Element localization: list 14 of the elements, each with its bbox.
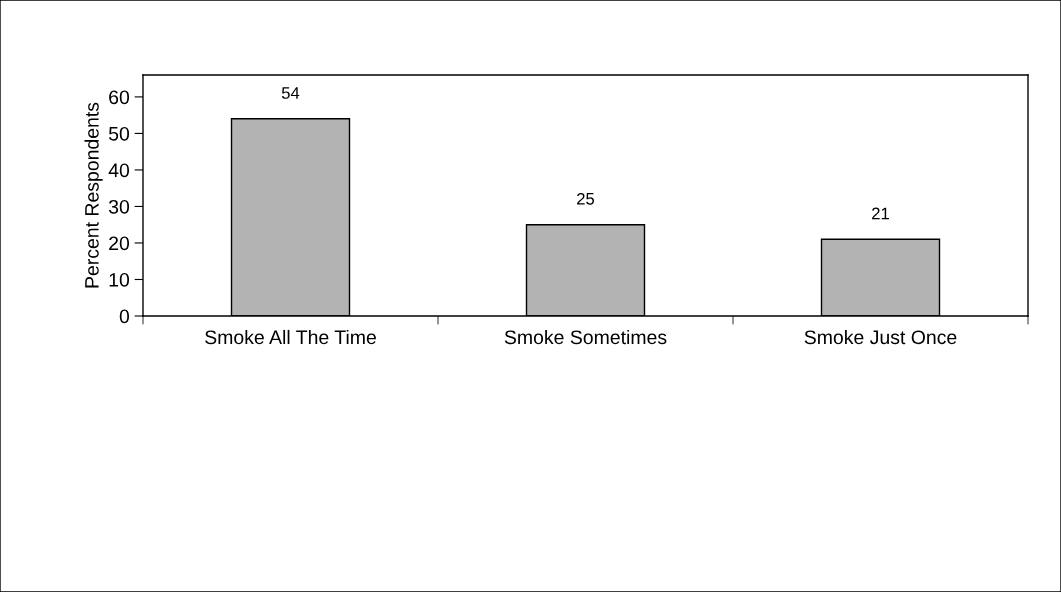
x-tick-label: Smoke Just Once: [804, 329, 957, 345]
data-label: 21: [872, 207, 889, 220]
y-tick-label: 10: [109, 272, 130, 287]
data-label: 54: [281, 87, 300, 99]
y-tick-label: 30: [108, 199, 130, 214]
y-tick-label: 50: [108, 126, 130, 141]
y-tick-label: 40: [108, 163, 130, 178]
y-tick-label: 60: [109, 90, 130, 105]
data-label: 25: [577, 192, 595, 205]
x-tick-label: Smoke Sometimes: [504, 329, 667, 345]
x-tick-label: Smoke All The Time: [205, 329, 376, 345]
y-tick-label: 20: [109, 236, 130, 251]
y-axis-title: Percent Respondents: [84, 102, 103, 288]
y-tick-label: 0: [119, 309, 130, 324]
